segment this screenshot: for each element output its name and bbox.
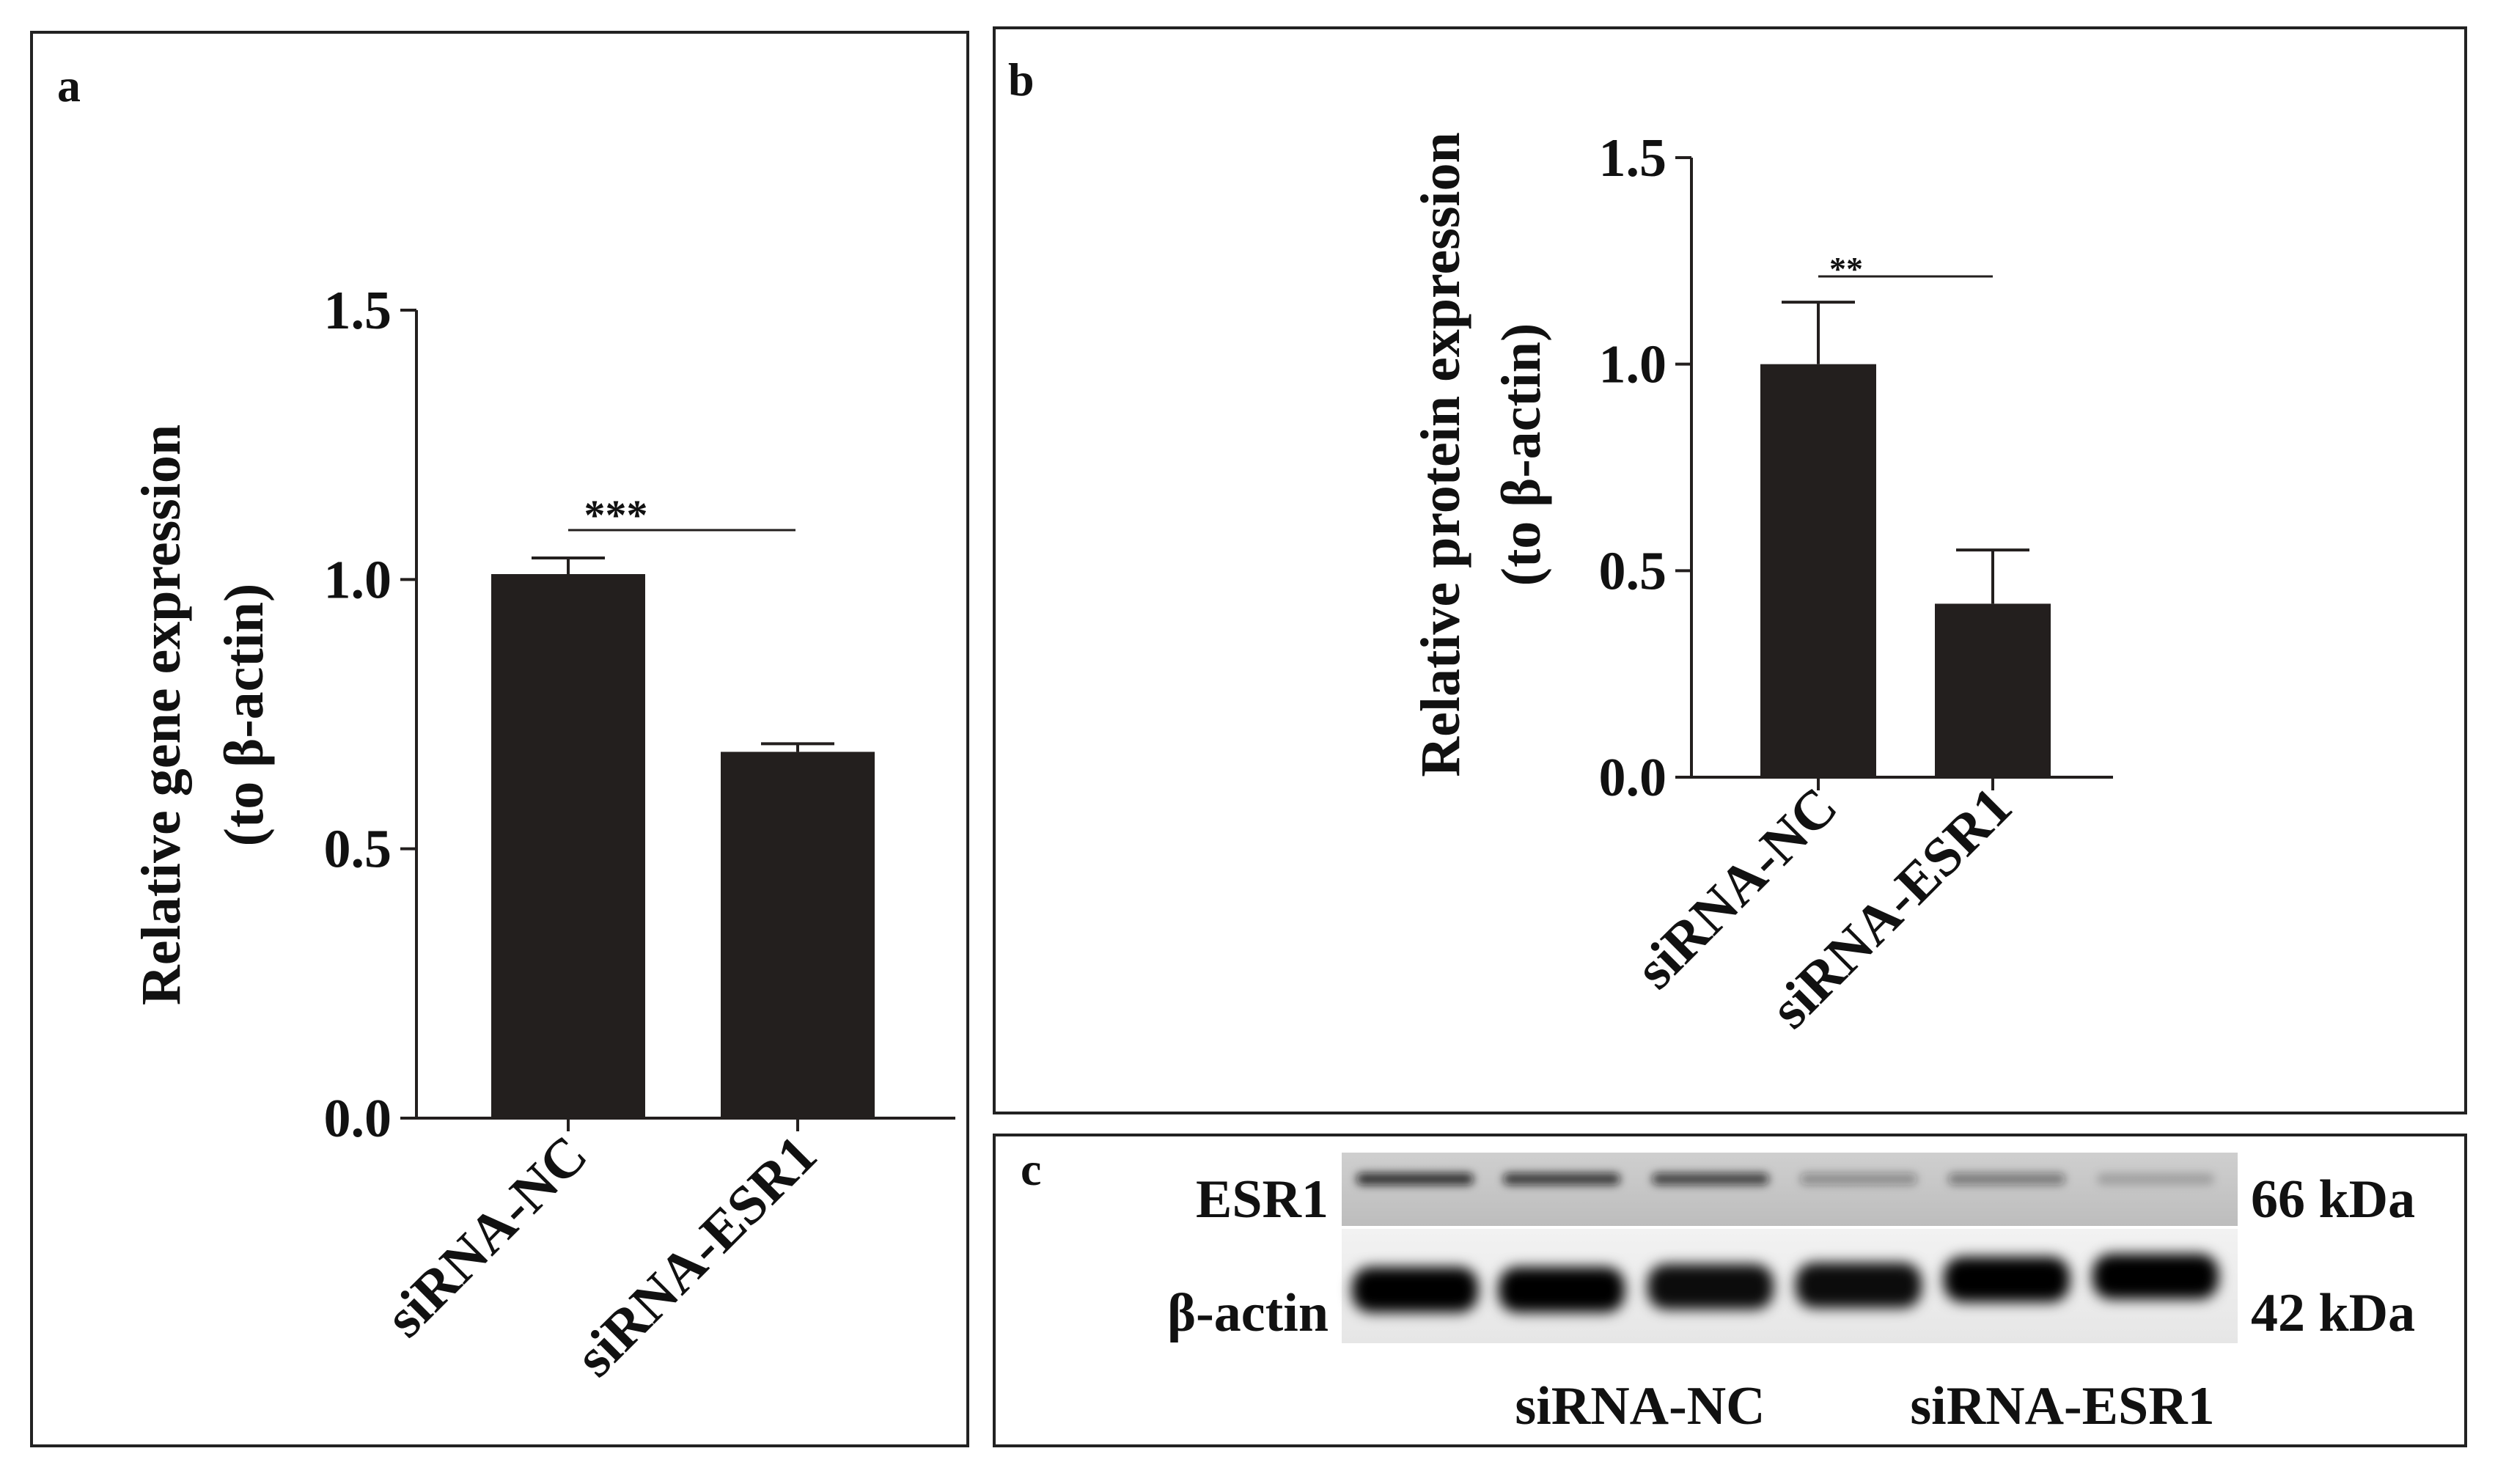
- chart-b-ytick-label-0: 0.0: [1599, 748, 1667, 808]
- chart-a-bar-0: [491, 573, 645, 1118]
- blot-size-actin: 42 kDa: [2251, 1283, 2415, 1343]
- blot-actin-band-5: [2092, 1254, 2219, 1299]
- chart-a-bar-1: [721, 752, 875, 1118]
- chart-a-ytick-label-1: 0.5: [324, 820, 392, 880]
- panel-a-letter: a: [57, 59, 81, 111]
- blot-esr1-band-2: [1652, 1173, 1769, 1185]
- blot-actin-band-0: [1352, 1267, 1478, 1312]
- blot-esr1-band-4: [1948, 1173, 2065, 1185]
- chart-b-bar-1: [1935, 603, 2051, 777]
- panel-b-frame: [993, 26, 2467, 1114]
- blot-actin-band-2: [1647, 1264, 1774, 1309]
- blot-actin-band-1: [1499, 1267, 1625, 1312]
- panel-c-frame: [993, 1134, 2467, 1447]
- chart-a-significance-label: ***: [584, 491, 648, 539]
- chart-a-xlabel-0: siRNA-NC: [374, 1124, 599, 1349]
- chart-b-ylabel-line2: (to β-actin): [1491, 323, 1552, 587]
- chart-b-significance-label: **: [1829, 250, 1863, 287]
- chart-b-errorbar-0: [1782, 301, 1855, 364]
- chart-b-ytick-label-2: 1.0: [1599, 335, 1667, 395]
- western-blot: ESR1 β-actin 66 kDa 42 kDa siRNA-NC siRN…: [1167, 1153, 2415, 1436]
- blot-row-label-actin: β-actin: [1167, 1283, 1329, 1343]
- chart-a-ytick-label-2: 1.0: [324, 550, 392, 610]
- blot-actin-band-4: [1944, 1257, 2070, 1302]
- blot-row-label-esr1: ESR1: [1196, 1169, 1329, 1230]
- chart-b-bar-0: [1760, 364, 1876, 778]
- panel-c-letter: c: [1021, 1143, 1041, 1195]
- blot-esr1-band-3: [1800, 1173, 1917, 1185]
- blot-group-label-esr1: siRNA-ESR1: [1910, 1376, 2214, 1436]
- chart-b-ytick-label-3: 1.5: [1599, 128, 1667, 188]
- blot-esr1-band-0: [1356, 1173, 1474, 1185]
- blot-group-label-nc: siRNA-NC: [1515, 1376, 1765, 1436]
- blot-actin-band-3: [1796, 1263, 1922, 1308]
- chart-b-ytick-label-1: 0.5: [1599, 541, 1667, 601]
- blot-esr1-band-5: [2097, 1173, 2214, 1185]
- chart-a-errorbar-0: [532, 556, 605, 574]
- blot-size-esr1: 66 kDa: [2251, 1169, 2415, 1230]
- chart-b-errorbar-1: [1956, 548, 2029, 604]
- chart-a-ytick-label-3: 1.5: [324, 281, 392, 341]
- blot-esr1-band-1: [1503, 1173, 1620, 1185]
- chart-a-ylabel-line1: Relative gene expression: [131, 425, 192, 1005]
- chart-a-errorbar-1: [761, 742, 834, 752]
- panel-a-frame: [30, 31, 969, 1447]
- chart-a-ylabel-line2: (to β-actin): [213, 584, 275, 847]
- chart-a-ytick-label-0: 0.0: [324, 1089, 392, 1149]
- blot-actin-strip: [1342, 1229, 2238, 1343]
- panel-b-letter: b: [1008, 54, 1035, 106]
- chart-a-xlabel-1: siRNA-ESR1: [564, 1124, 828, 1389]
- chart-b-ylabel-line1: Relative protein expression: [1410, 132, 1471, 777]
- blot-esr1-strip: [1342, 1153, 2238, 1226]
